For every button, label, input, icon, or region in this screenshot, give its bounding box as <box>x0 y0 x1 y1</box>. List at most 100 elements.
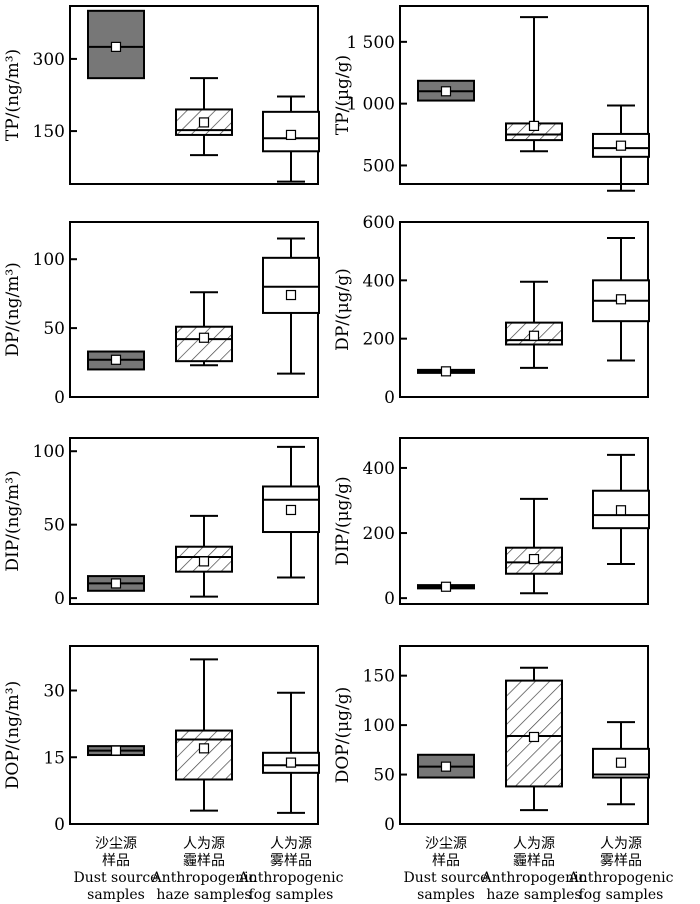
box-3 <box>592 721 650 806</box>
iqr-box <box>505 679 563 788</box>
iqr-box <box>175 325 233 363</box>
y-tick-label: 1 500 <box>346 33 395 53</box>
mean-marker <box>615 757 627 768</box>
box-2 <box>505 16 563 153</box>
mean-marker <box>285 129 297 141</box>
y-tick-label: 400 <box>363 459 395 479</box>
category-label-cn-1: 沙尘源 <box>95 836 137 852</box>
y-tick-label: 150 <box>363 667 395 687</box>
plot-frame <box>399 5 649 185</box>
panel-7: 0 15 30 DOP/(ng/m³) <box>3 645 320 835</box>
y-tick-label: 1 000 <box>346 95 395 115</box>
box-3 <box>592 237 650 362</box>
box-1 <box>87 9 145 80</box>
category-label-cn-1: 人为源 <box>183 836 225 852</box>
category-label-cn-2: 雾样品 <box>270 853 312 869</box>
y-tick-label: 0 <box>54 388 65 408</box>
y-tick-label: 400 <box>363 271 395 291</box>
panel-6: 0 200 400 DIP/(μg/g) <box>333 437 650 609</box>
mean-marker <box>198 332 210 343</box>
mean-marker <box>285 289 297 301</box>
iqr-box <box>175 729 233 781</box>
y-tick-label: 15 <box>43 748 65 768</box>
y-tick-label: 200 <box>363 524 395 544</box>
mean-marker <box>198 117 210 128</box>
category-label-cn-2: 霾样品 <box>183 853 225 869</box>
mean-marker <box>440 366 452 377</box>
y-tick-label: 50 <box>43 319 65 339</box>
category-label-en-2: samples <box>417 887 475 903</box>
y-axis-label: DIP/(ng/m³) <box>3 470 23 571</box>
mean-marker <box>110 578 122 589</box>
category-label-cn-1: 人为源 <box>270 836 312 852</box>
box-1 <box>87 350 145 371</box>
category-label-cn-2: 样品 <box>432 853 460 869</box>
y-axis-label: TP/(ng/m³) <box>3 49 23 141</box>
box-2 <box>175 77 233 157</box>
y-axis-label: DOP/(ng/m³) <box>3 681 23 790</box>
category-label-en-1: Dust source <box>74 870 159 886</box>
panel-3: 0 50 100 DP/(ng/m³) <box>3 221 320 408</box>
mean-marker <box>440 581 452 592</box>
y-tick-label: 300 <box>33 50 65 70</box>
box-2 <box>175 514 233 598</box>
panel-1: 150 300 TP/(ng/m³) <box>3 5 320 185</box>
mean-marker <box>615 140 627 151</box>
box-3 <box>262 691 320 814</box>
box-1 <box>87 745 145 757</box>
y-tick-label: 100 <box>33 250 65 270</box>
mean-marker <box>110 745 122 756</box>
y-tick-label: 0 <box>384 589 395 609</box>
box-3 <box>592 453 650 565</box>
y-tick-label: 500 <box>363 156 395 176</box>
mean-marker <box>528 553 540 565</box>
box-3 <box>262 95 320 183</box>
category-label-en-2: samples <box>87 887 145 903</box>
y-tick-label: 50 <box>43 516 65 536</box>
iqr-box <box>262 256 320 314</box>
y-tick-label: 150 <box>33 122 65 142</box>
box-1 <box>417 753 475 779</box>
y-tick-label: 100 <box>33 442 65 462</box>
mean-marker <box>528 330 540 341</box>
plot-frame <box>399 645 649 825</box>
category-label-en-1: Anthropogenic <box>481 870 587 886</box>
panel-4: 0 200 400 600 DP/(μg/g) <box>333 213 650 408</box>
box-2 <box>175 658 233 812</box>
y-tick-label: 0 <box>54 815 65 835</box>
y-tick-label: 100 <box>363 716 395 736</box>
category-label-en-2: fog samples <box>579 887 664 903</box>
y-axis-label: DOP/(μg/g) <box>333 687 353 784</box>
mean-marker <box>110 41 122 52</box>
mean-marker <box>110 354 122 365</box>
box-2 <box>505 280 563 369</box>
category-label-cn-1: 人为源 <box>513 836 555 852</box>
category-label-en-1: Dust source <box>404 870 489 886</box>
mean-marker <box>285 504 297 516</box>
category-label-cn-2: 样品 <box>102 853 130 869</box>
category-label-cn-2: 霾样品 <box>513 853 555 869</box>
mean-marker <box>528 731 540 743</box>
mean-marker <box>440 761 452 772</box>
y-axis-label: DP/(ng/m³) <box>3 262 23 357</box>
box-2 <box>505 666 563 812</box>
y-tick-label: 0 <box>384 388 395 408</box>
y-axis-label: DP/(μg/g) <box>333 268 353 351</box>
mean-marker <box>198 556 210 567</box>
mean-marker <box>528 120 540 132</box>
category-label-en-2: haze samples <box>156 887 251 903</box>
box-3 <box>262 237 320 375</box>
category-label-en-2: haze samples <box>486 887 581 903</box>
mean-marker <box>440 86 452 97</box>
plot-frame <box>69 5 319 185</box>
box-3 <box>262 445 320 579</box>
y-tick-label: 50 <box>373 766 395 786</box>
y-axis-label: DIP/(μg/g) <box>333 476 353 565</box>
panel-8: 0 50 100 150 DOP/(μg/g) <box>333 645 650 835</box>
category-label-cn-2: 雾样品 <box>600 853 642 869</box>
box-1 <box>417 581 475 592</box>
mean-marker <box>615 505 627 516</box>
y-tick-label: 0 <box>54 589 65 609</box>
